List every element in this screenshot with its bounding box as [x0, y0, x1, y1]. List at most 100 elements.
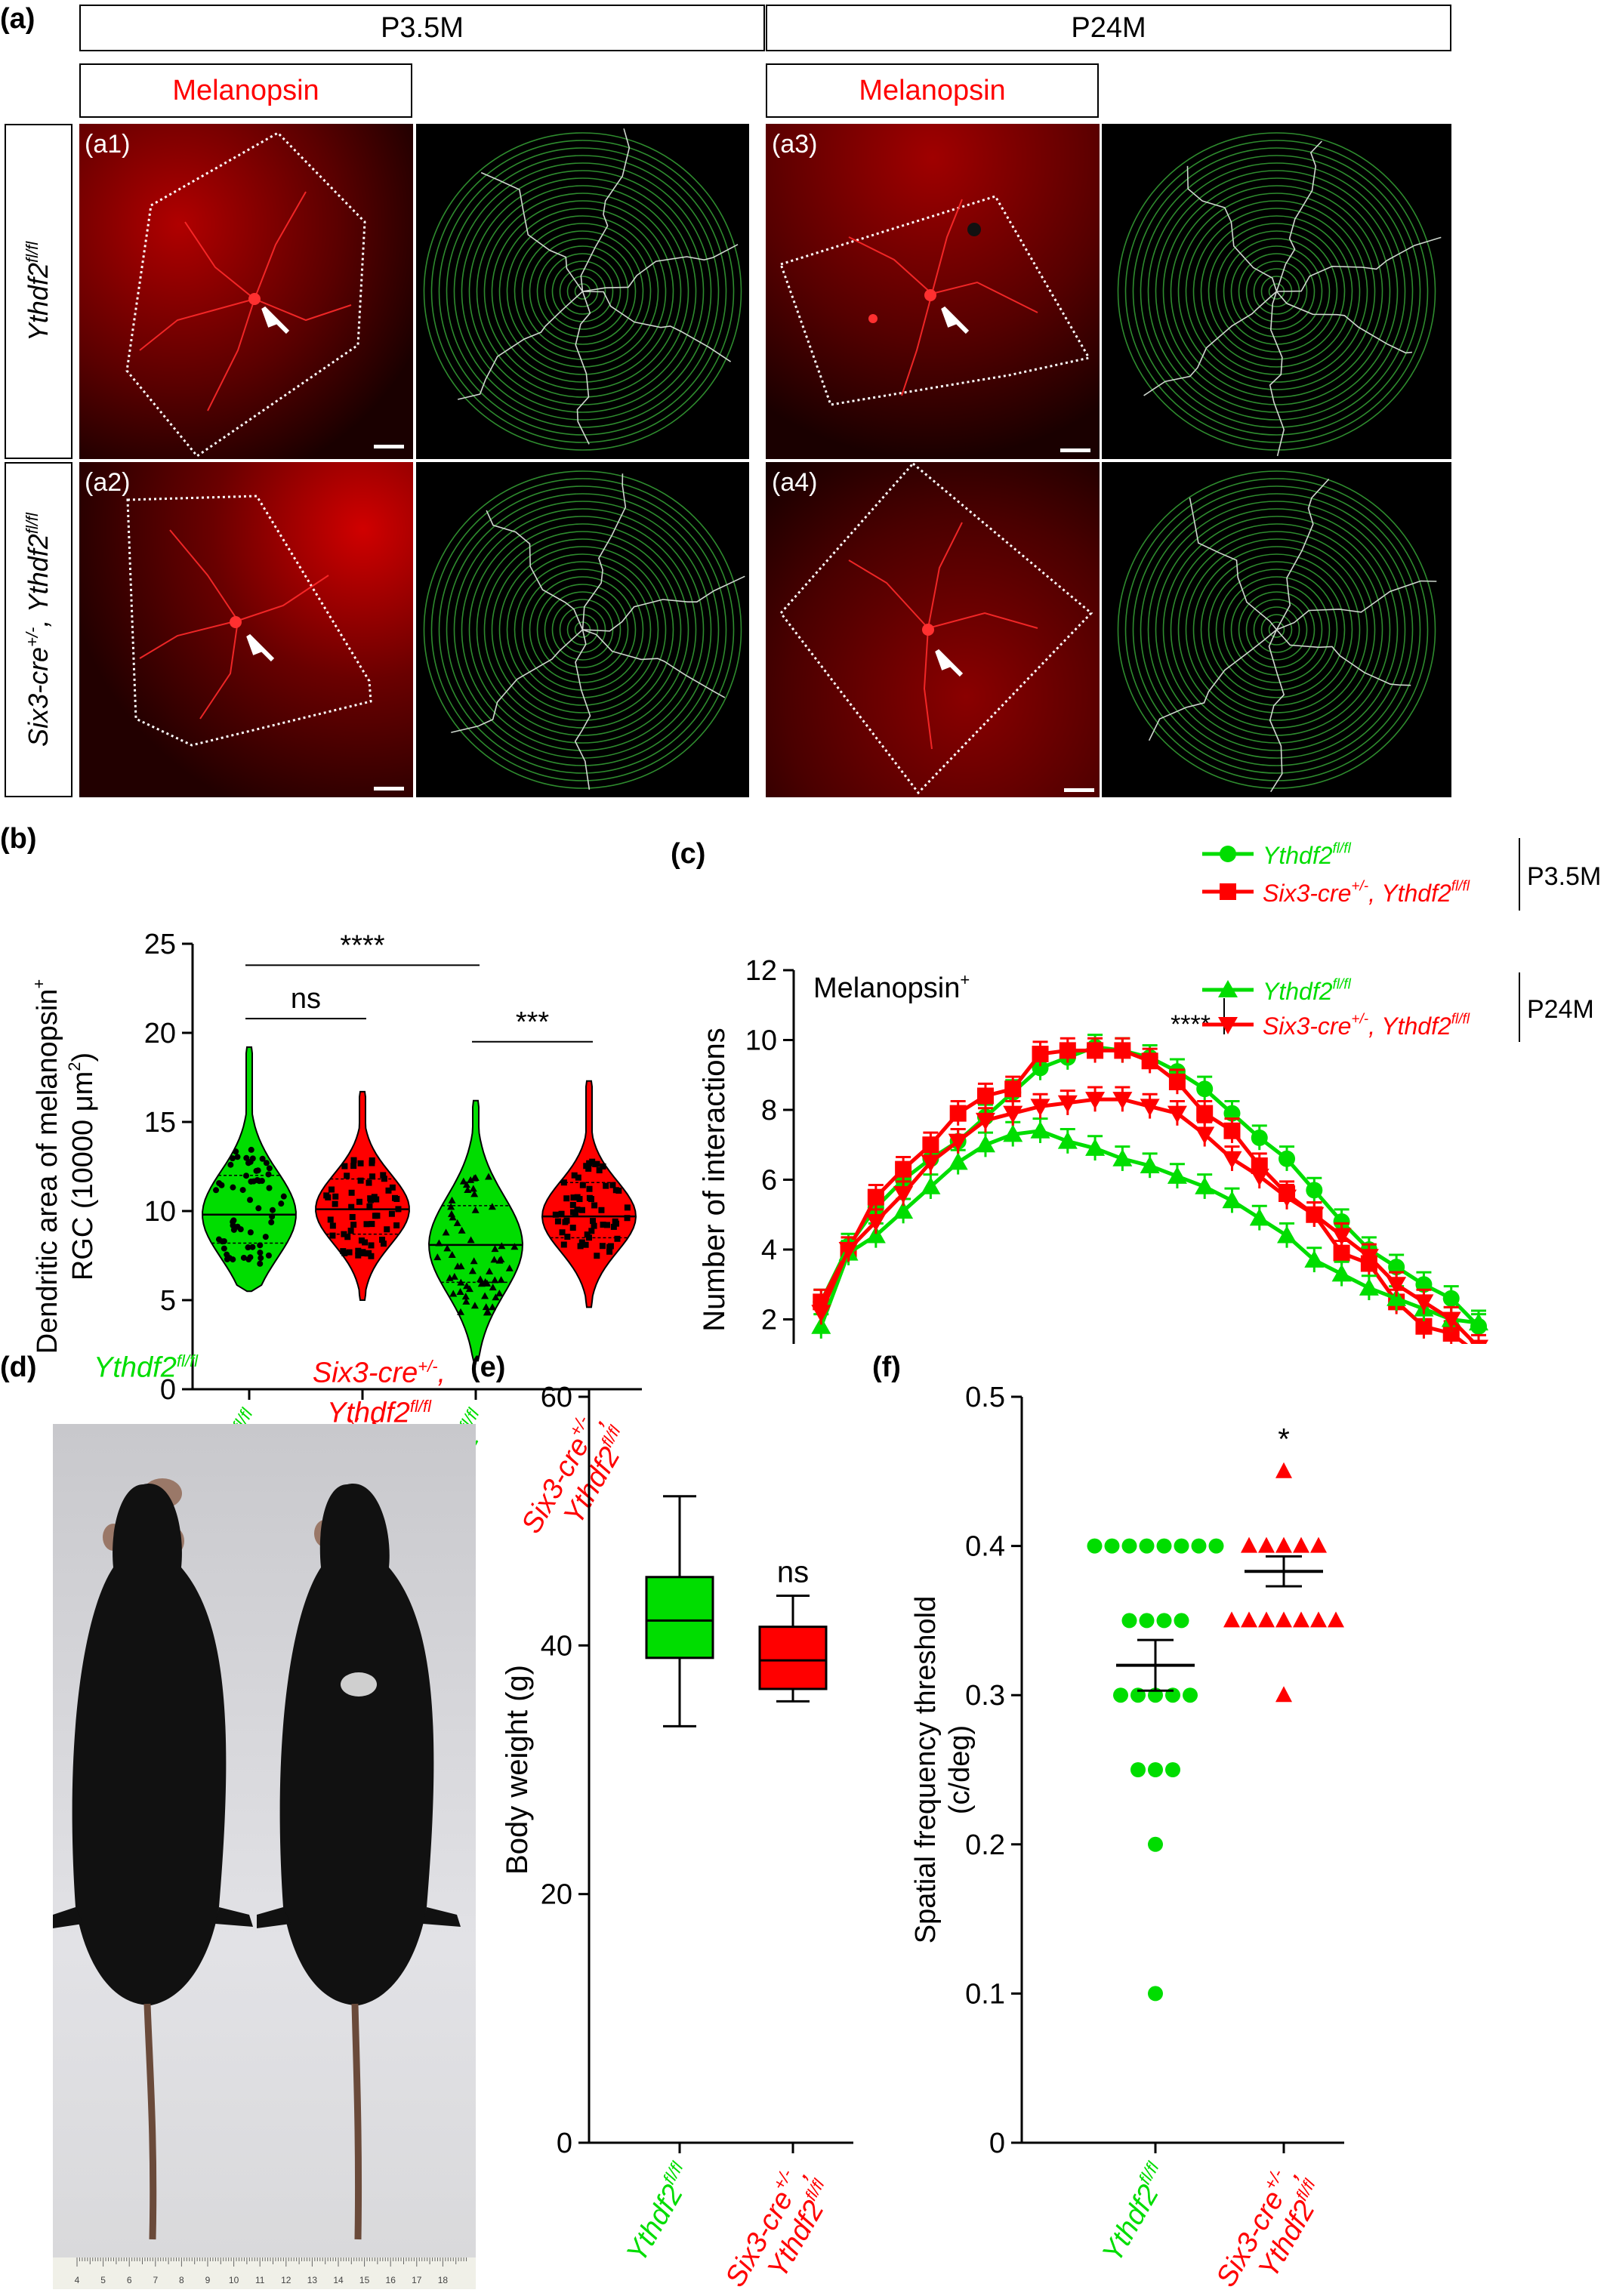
- sholl-image-a3: [1102, 124, 1451, 459]
- sholl-ring: [1132, 147, 1421, 436]
- dendrite-trace: [1186, 165, 1278, 292]
- data-point: [1156, 1613, 1172, 1629]
- data-point: [1251, 1130, 1268, 1146]
- data-point: [350, 1163, 357, 1170]
- data-point: [1359, 1249, 1379, 1267]
- sholl-ring: [1208, 561, 1346, 698]
- data-point: [463, 1282, 471, 1290]
- y-axis-label: Body weight (g): [501, 1665, 534, 1875]
- data-point: [1218, 980, 1238, 997]
- data-point: [586, 1185, 593, 1192]
- ruler-number: 14: [333, 2275, 344, 2285]
- data-point: [1141, 1052, 1158, 1070]
- data-point: [477, 1275, 485, 1283]
- series-line: [819, 1045, 1480, 1328]
- sholl-ring: [529, 576, 637, 683]
- data-point: [470, 1190, 479, 1197]
- comparison-label: ****: [340, 929, 384, 961]
- data-point: [350, 1222, 357, 1228]
- data-point: [1003, 1124, 1023, 1142]
- data-point: [564, 1233, 571, 1240]
- data-point: [467, 1236, 475, 1244]
- data-point: [1004, 1080, 1022, 1098]
- ruler-number: 12: [281, 2275, 291, 2285]
- data-point: [230, 1184, 236, 1191]
- data-point: [341, 1163, 348, 1170]
- data-point: [389, 1184, 396, 1191]
- data-point: [1148, 1836, 1163, 1852]
- data-point: [221, 1238, 227, 1245]
- sholl-ring: [1245, 260, 1308, 322]
- data-point: [239, 1187, 246, 1194]
- dendrite-trace: [582, 575, 745, 632]
- dendrite-trace: [1275, 629, 1411, 686]
- data-point: [263, 1160, 270, 1166]
- data-point: [357, 1160, 364, 1166]
- data-point: [380, 1240, 387, 1247]
- ruler-number: 6: [127, 2275, 132, 2285]
- data-point: [574, 1194, 581, 1200]
- data-point: [249, 1155, 256, 1162]
- panel-c-letter: (c): [671, 838, 706, 870]
- sholl-ring: [491, 538, 674, 721]
- data-point: [435, 1239, 443, 1247]
- mouse-photo-drawing: 4 5 6 7 8 9 10 11 12 13 14 15 16 17 18: [53, 1478, 476, 2289]
- data-point: [1310, 1611, 1327, 1628]
- sholl-rings-a2: [423, 470, 745, 791]
- data-point: [590, 1218, 597, 1225]
- y-tick-label: 20: [541, 1879, 572, 1911]
- dendrite-trace: [575, 291, 591, 445]
- data-point: [1275, 1462, 1292, 1478]
- data-point: [327, 1216, 334, 1223]
- data-point: [1469, 1313, 1488, 1331]
- y-axis-label: Spatial frequency threshold: [910, 1596, 942, 1944]
- dendrite-trace: [1276, 580, 1437, 630]
- mouse-photo: 4 5 6 7 8 9 10 11 12 13 14 15 16 17 18: [53, 1424, 476, 2289]
- data-point: [485, 1173, 493, 1180]
- dendrite-trace: [1148, 629, 1278, 741]
- data-point: [368, 1253, 375, 1259]
- data-point: [325, 1194, 332, 1200]
- dendrite-trace: [1275, 291, 1412, 354]
- data-point: [559, 1229, 566, 1236]
- sholl-ring: [506, 215, 659, 368]
- y-tick-label: 40: [541, 1630, 572, 1662]
- data-point: [1275, 1686, 1292, 1703]
- data-point: [505, 1264, 514, 1271]
- sholl-ring: [514, 561, 652, 698]
- data-point: [348, 1189, 355, 1196]
- data-point: [1057, 1095, 1078, 1113]
- ruler-number: 8: [179, 2275, 184, 2285]
- data-point: [1220, 846, 1236, 862]
- data-point: [1275, 1536, 1292, 1553]
- data-point: [612, 1218, 618, 1225]
- ruler-number: 9: [205, 2275, 211, 2285]
- data-point: [393, 1195, 400, 1202]
- sholl-ring: [1192, 208, 1361, 375]
- ruler-number: 13: [307, 2275, 318, 2285]
- sholl-ring: [423, 132, 742, 451]
- data-point: [266, 1185, 273, 1191]
- data-point: [240, 1254, 247, 1261]
- data-point: [457, 1308, 465, 1315]
- sholl-ring: [544, 253, 622, 330]
- data-point: [483, 1279, 492, 1287]
- sholl-ring: [1132, 485, 1421, 774]
- y-tick-label: 0.4: [965, 1531, 1005, 1563]
- dendrite-trace: [582, 629, 726, 698]
- panel-d-label-cko: Six3-cre+/-, Ythdf2fl/fl: [312, 1357, 446, 1429]
- col-header-p35m: P3.5M: [79, 5, 765, 51]
- data-point: [1139, 1538, 1155, 1554]
- data-point: [484, 1308, 492, 1315]
- data-point: [450, 1272, 458, 1280]
- comparison-label: ns: [291, 983, 321, 1015]
- legend-label: Ythdf2fl/fl: [1263, 841, 1352, 869]
- sholl-ring: [551, 599, 614, 661]
- data-point: [258, 1178, 265, 1185]
- confocal-image-a4: [766, 462, 1100, 797]
- sholl-ring: [514, 223, 652, 360]
- data-point: [470, 1302, 479, 1309]
- sholl-ring: [1124, 140, 1429, 443]
- sublabel-a3: (a3): [772, 130, 818, 159]
- sholl-image-a2: [416, 462, 749, 797]
